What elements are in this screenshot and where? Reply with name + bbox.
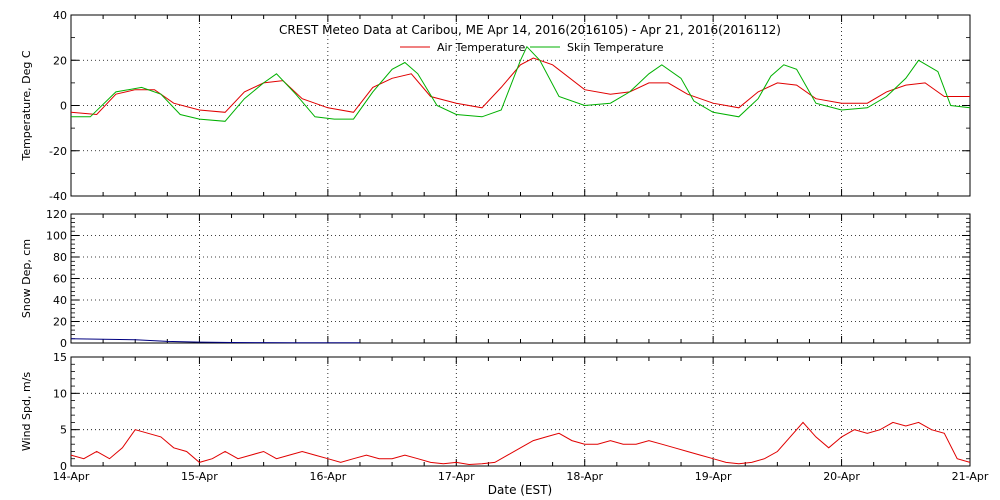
y-axis-label: Temperature, Deg C [20, 50, 33, 161]
series-line-panel-2 [70, 421, 971, 466]
x-axis-label: Date (EST) [488, 483, 552, 497]
y-tick-label: 100 [46, 230, 67, 243]
x-tick-label: 21-Apr [952, 470, 989, 483]
y-tick-label: 60 [53, 273, 67, 286]
y-tick-label: 15 [53, 351, 67, 364]
y-tick-label: -40 [49, 190, 67, 203]
x-tick-label: 14-Apr [53, 470, 90, 483]
x-tick-label: 18-Apr [566, 470, 603, 483]
x-tick-label: 20-Apr [823, 470, 860, 483]
legend-label: Skin Temperature [567, 41, 664, 54]
x-tick-label: 17-Apr [438, 470, 475, 483]
series-line-skin-temperature [71, 45, 971, 122]
temperature-panel: -40 -20 0 20 40 Temperature, Deg C [20, 9, 971, 203]
y-tick-label: 0 [60, 337, 67, 350]
y-tick-label: -20 [49, 145, 67, 158]
legend-label: Air Temperature [437, 41, 526, 54]
y-tick-label: 20 [53, 54, 67, 67]
x-tick-label: 16-Apr [309, 470, 346, 483]
legend: Air Temperature Skin Temperature [400, 41, 664, 54]
x-tick-label: 19-Apr [695, 470, 732, 483]
y-tick-label: 0 [60, 100, 67, 113]
y-tick-label: 0 [60, 460, 67, 473]
y-tick-label: 10 [53, 387, 67, 400]
y-tick-label: 20 [53, 316, 67, 329]
y-axis-label: Snow Dep, cm [20, 239, 33, 318]
x-tick-label: 15-Apr [181, 470, 218, 483]
series-line-air-temperature [70, 57, 970, 116]
y-tick-label: 120 [46, 208, 67, 221]
chart-title: CREST Meteo Data at Caribou, ME Apr 14, … [279, 23, 781, 37]
y-tick-label: 80 [53, 251, 67, 264]
wind-speed-panel: 0 5 10 15 Wind Spd, m/s [20, 351, 971, 473]
x-tick-labels: 14-Apr 15-Apr 16-Apr 17-Apr 18-Apr 19-Apr 20-A… [53, 470, 989, 483]
y-tick-label: 5 [60, 424, 67, 437]
series-line-panel-1 [70, 338, 361, 344]
y-tick-label: 40 [53, 294, 67, 307]
snow-depth-panel: 0 20 40 60 80 100 120 Snow Dep, cm [20, 208, 971, 350]
y-tick-label: 40 [53, 9, 67, 22]
y-axis-label: Wind Spd, m/s [20, 372, 33, 452]
plot-frame [70, 356, 971, 467]
